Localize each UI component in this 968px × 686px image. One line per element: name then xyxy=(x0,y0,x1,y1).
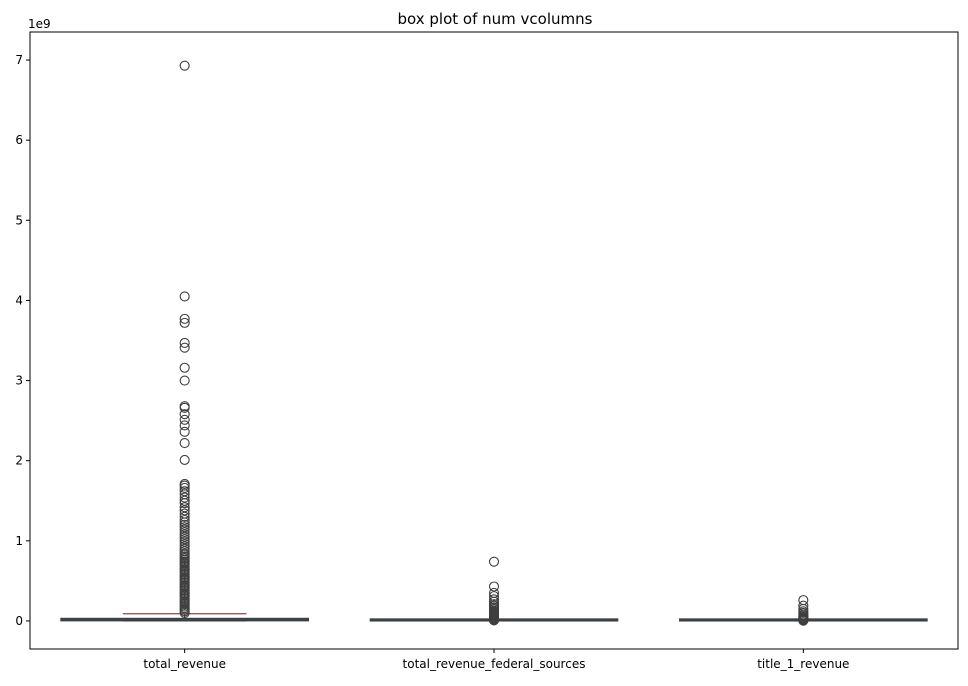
chart-title: box plot of num vcolumns xyxy=(398,10,593,28)
plot-area: 0 1 2 3 4 5 6 7 total_revenue total_revenue_feder… xyxy=(15,53,928,671)
outlier-point xyxy=(179,517,190,528)
outlier-point xyxy=(179,454,190,465)
outlier-point xyxy=(488,615,500,626)
x-tick-label: title_1_revenue xyxy=(757,657,849,671)
outlier-point xyxy=(798,615,809,626)
outlier-point xyxy=(179,514,190,526)
outlier-point xyxy=(179,342,190,353)
outlier-point xyxy=(179,375,190,386)
outlier-point xyxy=(179,482,190,493)
x-tick-label: total_revenue xyxy=(143,657,226,671)
outlier-point xyxy=(179,486,190,497)
outlier-point xyxy=(179,438,190,449)
outlier-point xyxy=(179,526,190,538)
outlier-point xyxy=(179,522,190,533)
outlier-point xyxy=(179,538,190,550)
outlier-point xyxy=(179,291,190,302)
outlier-point xyxy=(488,591,500,602)
outlier-point xyxy=(179,313,190,324)
outlier-point xyxy=(179,607,190,618)
outlier-point xyxy=(179,498,190,509)
y-tick-label: 0 xyxy=(15,614,23,628)
outlier-point xyxy=(488,581,500,592)
outlier-point xyxy=(179,414,190,425)
outlier-point xyxy=(179,543,190,554)
outlier-point xyxy=(179,420,190,431)
outlier-point xyxy=(179,317,190,328)
y-tick-label: 4 xyxy=(15,293,23,307)
outlier-point xyxy=(179,362,190,373)
outlier-point xyxy=(179,426,190,437)
y-tick-label: 3 xyxy=(15,374,23,388)
y-axis-offset-text: 1e9 xyxy=(28,17,51,31)
x-tick-label: total_revenue_federal_sources xyxy=(403,657,586,671)
outlier-point xyxy=(179,524,190,535)
outlier-point xyxy=(488,556,500,567)
y-tick-label: 7 xyxy=(15,53,23,67)
outlier-point xyxy=(179,60,190,71)
outlier-point xyxy=(179,409,190,420)
outlier-point xyxy=(179,502,190,513)
outlier-point xyxy=(179,337,190,348)
outlier-point xyxy=(179,495,190,506)
outlier-point xyxy=(179,519,190,530)
y-tick-label: 2 xyxy=(15,454,23,468)
outlier-point xyxy=(179,534,190,545)
outlier-point xyxy=(179,511,190,522)
outlier-point xyxy=(179,402,190,413)
outlier-point xyxy=(179,536,190,547)
outlier-point xyxy=(488,594,500,605)
outlier-point xyxy=(179,492,190,503)
outlier-point xyxy=(179,531,190,542)
outlier-point xyxy=(179,505,190,516)
outlier-point xyxy=(179,529,190,540)
axes-frame xyxy=(29,31,959,650)
y-tick-label: 6 xyxy=(15,133,23,147)
y-tick-label: 1 xyxy=(15,534,23,548)
y-tick-label: 5 xyxy=(15,213,23,227)
